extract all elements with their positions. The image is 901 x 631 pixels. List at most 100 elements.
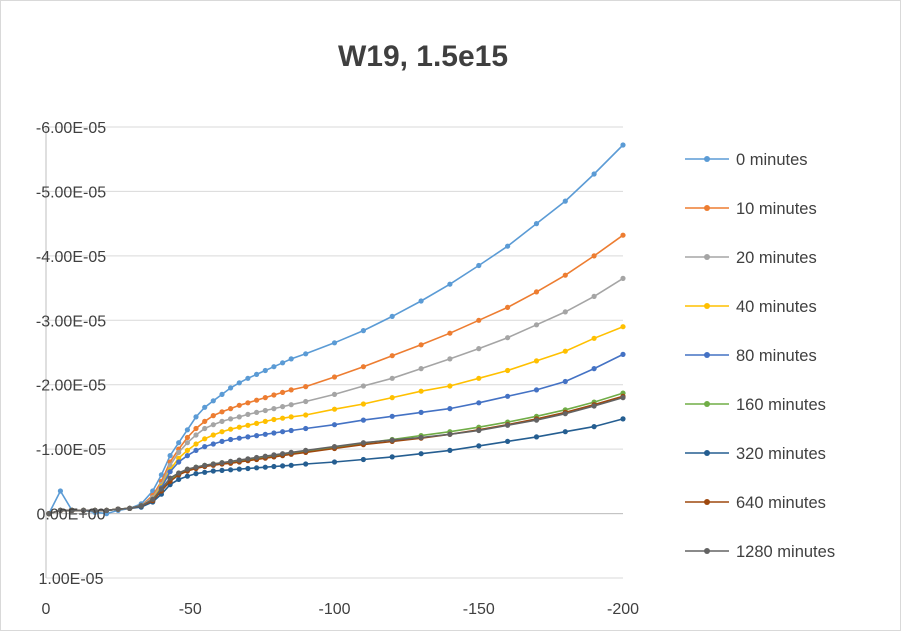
data-point [69, 507, 75, 513]
data-point [303, 351, 309, 357]
data-point [210, 422, 216, 428]
x-tick-label: 0 [42, 601, 51, 618]
data-point [57, 507, 64, 513]
data-point [210, 468, 216, 474]
data-point [184, 447, 190, 453]
data-point [533, 322, 540, 328]
data-point [476, 443, 482, 449]
data-point [245, 434, 251, 440]
data-point [228, 385, 234, 391]
legend-marker [704, 352, 710, 358]
data-point [620, 142, 626, 148]
data-point [193, 471, 199, 477]
data-point [476, 427, 482, 434]
data-point [202, 418, 208, 424]
legend-label: 160 minutes [736, 396, 826, 414]
y-tick-label: 1.00E-05 [39, 571, 104, 588]
data-point [331, 406, 338, 412]
data-point [262, 464, 268, 470]
data-point [591, 171, 597, 177]
data-point [303, 412, 309, 418]
data-point [57, 488, 64, 494]
data-point [193, 425, 199, 432]
x-tick-label: -200 [607, 601, 639, 618]
data-point [262, 407, 268, 414]
series-line [48, 418, 624, 515]
data-point [262, 418, 268, 424]
data-point [331, 391, 338, 397]
data-point [92, 507, 98, 513]
chart-title: W19, 1.5e15 [338, 40, 508, 73]
data-point [280, 404, 286, 410]
data-point [447, 330, 453, 336]
legend-item: 10 minutes [685, 200, 817, 218]
data-point [360, 401, 366, 407]
data-point [202, 444, 208, 450]
data-point [360, 328, 366, 334]
data-point [360, 440, 366, 446]
data-point [236, 457, 242, 463]
legend-item: 320 minutes [685, 445, 826, 463]
data-point [80, 507, 87, 513]
data-point [176, 476, 182, 482]
data-point [447, 281, 453, 287]
data-point [184, 466, 190, 472]
data-point [193, 432, 199, 438]
data-point [280, 429, 286, 435]
data-point [533, 358, 540, 364]
data-point [447, 406, 453, 412]
data-point [219, 418, 225, 424]
data-point [176, 455, 182, 461]
data-point [193, 414, 199, 420]
data-point [280, 415, 286, 421]
data-point [533, 289, 540, 295]
data-point [476, 400, 482, 406]
data-point [620, 324, 626, 330]
y-tick-label: -2.00E-05 [36, 378, 106, 395]
x-tick-label: -150 [463, 601, 495, 618]
legend: 0 minutes 10 minutes 20 minutes 40 minutes 8… [685, 151, 835, 561]
data-point [127, 505, 133, 511]
data-point [262, 395, 268, 401]
data-point [331, 340, 338, 346]
data-point [138, 503, 144, 509]
data-point [219, 429, 225, 435]
data-point [288, 427, 294, 434]
data-point [620, 275, 626, 281]
gridlines [46, 126, 623, 579]
data-point [418, 342, 424, 348]
y-tick-labels: -6.00E-05 -5.00E-05 -4.00E-05 -3.00E-05 -2.0… [36, 120, 106, 588]
data-point [288, 462, 294, 468]
legend-item: 640 minutes [685, 494, 826, 512]
data-point [202, 469, 208, 475]
legend-item: 40 minutes [685, 298, 817, 316]
legend-item: 0 minutes [685, 151, 808, 169]
legend-marker [704, 303, 710, 309]
legend-marker [704, 450, 710, 456]
data-point [245, 375, 251, 381]
data-point [288, 449, 294, 455]
data-point [476, 262, 482, 269]
data-point [210, 398, 216, 404]
data-point [591, 293, 597, 299]
data-point [288, 356, 294, 362]
y-tick-label: -3.00E-05 [36, 313, 106, 330]
legend-label: 1280 minutes [736, 543, 835, 561]
data-point [115, 506, 121, 512]
data-point [505, 422, 511, 428]
data-point [158, 486, 164, 492]
data-point [245, 456, 251, 462]
data-point [219, 467, 225, 473]
data-point [228, 436, 234, 443]
data-point [219, 391, 225, 397]
data-point [167, 453, 173, 459]
data-point [236, 466, 242, 472]
data-point [562, 429, 568, 435]
data-point [184, 427, 190, 433]
data-point [280, 463, 286, 469]
data-point [505, 438, 511, 444]
data-point [288, 414, 294, 420]
data-point [210, 413, 216, 419]
y-tick-label: -6.00E-05 [36, 120, 106, 137]
data-point [476, 317, 482, 323]
